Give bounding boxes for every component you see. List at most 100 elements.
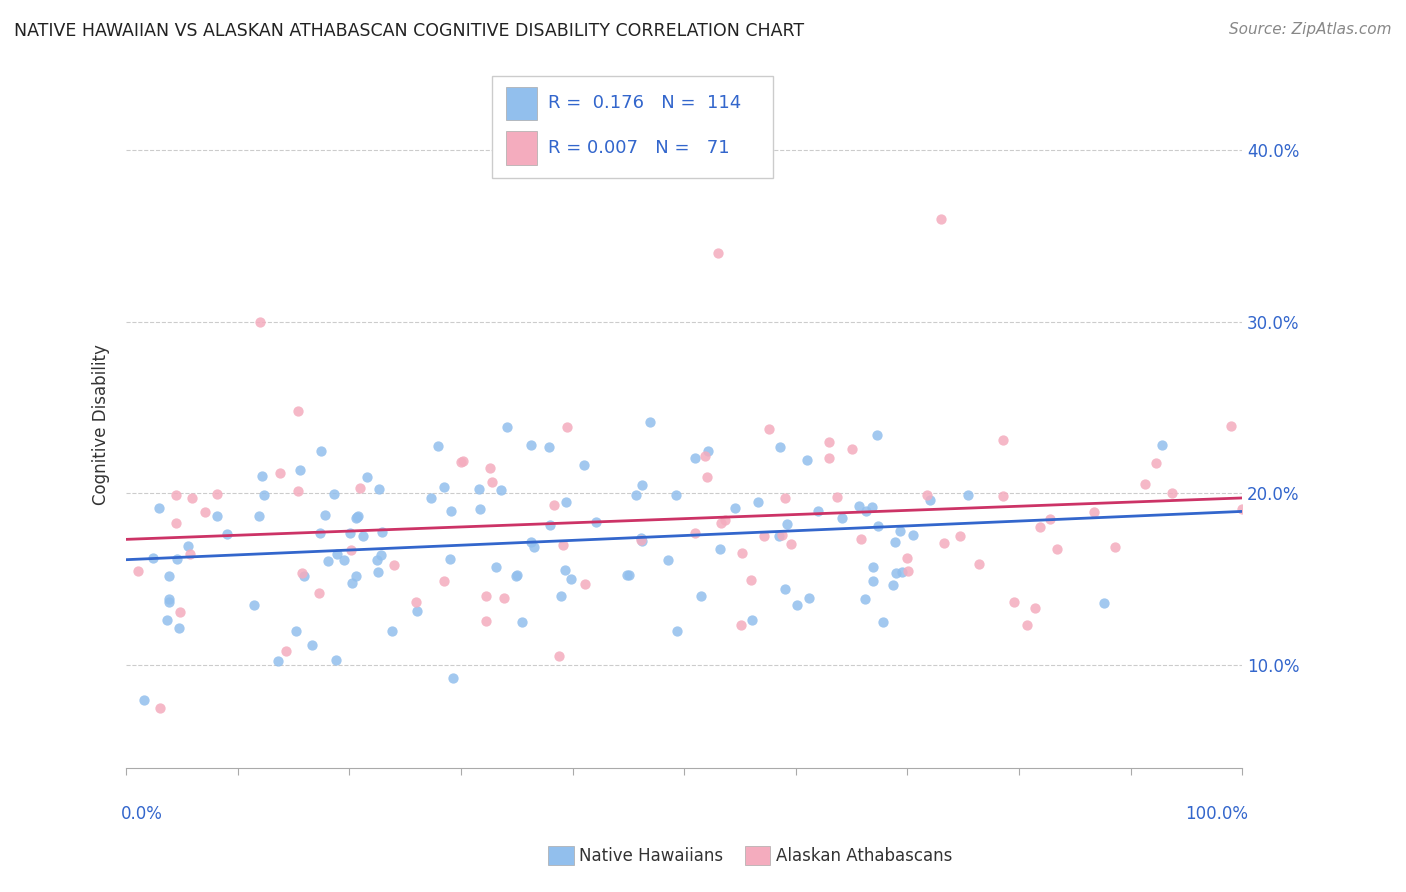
Point [776,516,799,531]
Point [862,574,884,588]
Point [177,539,200,553]
Point [1046,541,1069,556]
Point [685,450,707,465]
Point [205,509,228,524]
Point [693,450,716,464]
Point [585,515,607,529]
Point [896,551,918,566]
Point [314,508,336,522]
Point [538,440,561,454]
Point [934,535,956,549]
Point [510,615,533,629]
Point [441,671,464,685]
Point [249,508,271,523]
Point [505,569,527,583]
Point [149,700,172,714]
Point [969,558,991,572]
Point [439,551,461,566]
Point [631,534,654,549]
Point [555,420,578,434]
Point [1083,505,1105,519]
Point [479,460,502,475]
Point [433,574,456,589]
Point [1219,418,1241,433]
Point [897,564,920,578]
Point [420,491,443,505]
Point [696,470,718,484]
Point [340,543,363,558]
Point [773,582,796,596]
Point [367,565,389,579]
Point [572,458,595,472]
Point [179,547,201,561]
Point [915,488,938,502]
Point [872,615,894,630]
Point [1144,457,1167,471]
Point [543,498,565,512]
Point [1161,486,1184,500]
Point [855,504,877,518]
Point [287,404,309,418]
Point [287,484,309,499]
Point [841,442,863,457]
Point [780,536,803,550]
Point [574,576,596,591]
Point [167,621,190,635]
Point [318,554,340,568]
Point [344,510,367,524]
Point [769,440,792,454]
Point [848,499,870,513]
Point [818,450,841,465]
Point [166,552,188,566]
Point [292,569,315,583]
Point [882,578,904,592]
Point [730,546,752,560]
Point [308,585,330,599]
Text: Source: ZipAtlas.com: Source: ZipAtlas.com [1229,22,1392,37]
Point [344,569,367,583]
Point [284,624,307,638]
Point [1038,512,1060,526]
Point [440,504,463,518]
Point [253,488,276,502]
Point [495,419,517,434]
Point [269,466,291,480]
Point [381,624,404,639]
Point [1104,541,1126,555]
Point [432,479,454,493]
Point [142,550,165,565]
Point [831,510,853,524]
Point [450,454,472,468]
Point [489,483,512,497]
Y-axis label: Cognitive Disability: Cognitive Disability [93,344,110,505]
Point [523,540,546,554]
Point [624,487,647,501]
Point [468,482,491,496]
Point [1133,477,1156,491]
Point [242,598,264,612]
Point [768,529,790,543]
Point [683,526,706,541]
Point [616,567,638,582]
Point [148,500,170,515]
Point [956,488,979,502]
Text: R = 0.007   N =   71: R = 0.007 N = 71 [548,139,730,157]
Point [215,527,238,541]
Text: 0.0%: 0.0% [121,805,163,823]
Point [301,638,323,652]
Point [747,494,769,508]
Point [347,508,370,523]
Point [866,518,889,533]
Point [709,541,731,556]
Point [309,444,332,458]
Point [929,212,952,227]
Point [181,491,204,506]
Point [132,693,155,707]
Text: NATIVE HAWAIIAN VS ALASKAN ATHABASCAN COGNITIVE DISABILITY CORRELATION CHART: NATIVE HAWAIIAN VS ALASKAN ATHABASCAN CO… [14,22,804,40]
Point [706,246,728,260]
Point [548,649,571,664]
Point [339,525,361,540]
Point [520,534,543,549]
Point [849,532,872,546]
Point [451,454,474,468]
